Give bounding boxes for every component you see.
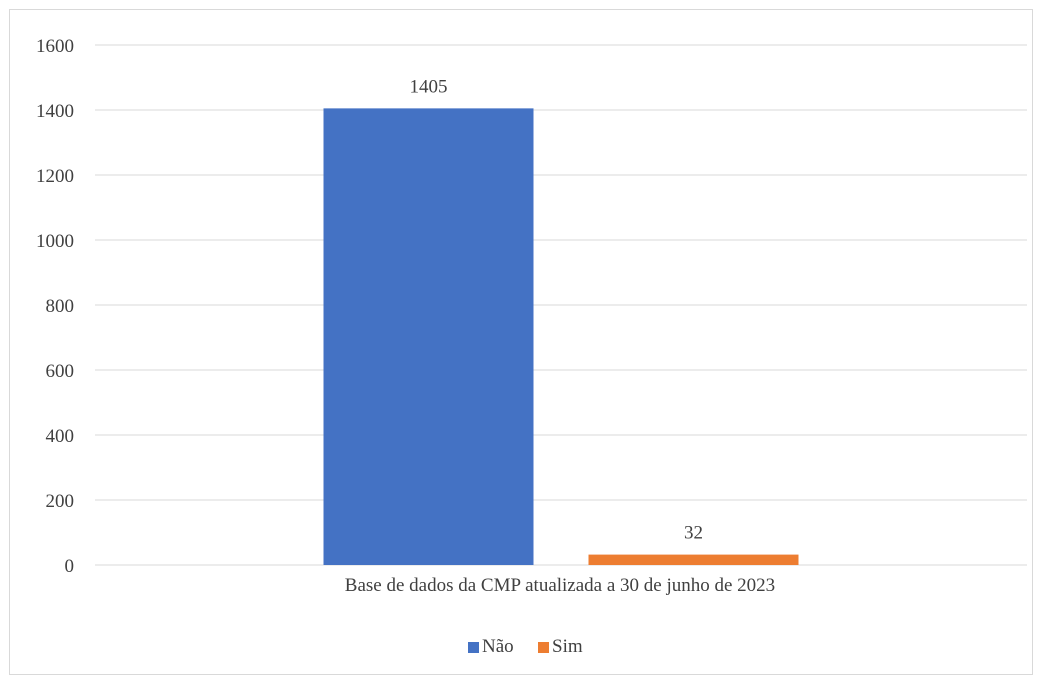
legend-label: Não	[482, 636, 514, 657]
legend-label: Sim	[552, 636, 583, 657]
y-tick-label: 0	[65, 556, 75, 577]
y-tick-label: 1000	[36, 231, 74, 252]
legend-swatch	[538, 642, 549, 653]
data-labels: 1405 32	[410, 76, 704, 543]
data-label: 32	[684, 523, 703, 544]
y-tick-label: 200	[46, 491, 75, 512]
legend: Não Sim	[468, 636, 583, 657]
bar-n-o	[323, 108, 534, 565]
data-label: 1405	[410, 76, 448, 97]
y-tick-label: 800	[46, 296, 75, 317]
y-tick-label: 1400	[36, 101, 74, 122]
y-axis: 0 200 400 600 800 1000 1200 1400 1600	[36, 36, 74, 577]
gridlines	[95, 44, 1027, 566]
y-tick-label: 1600	[36, 36, 74, 57]
y-tick-label: 1200	[36, 166, 74, 187]
bars	[323, 108, 799, 565]
y-tick-label: 600	[46, 361, 75, 382]
bar-sim	[588, 554, 799, 565]
legend-swatch	[468, 642, 479, 653]
y-tick-label: 400	[46, 426, 75, 447]
x-axis-category-label: Base de dados da CMP atualizada a 30 de …	[345, 575, 775, 596]
